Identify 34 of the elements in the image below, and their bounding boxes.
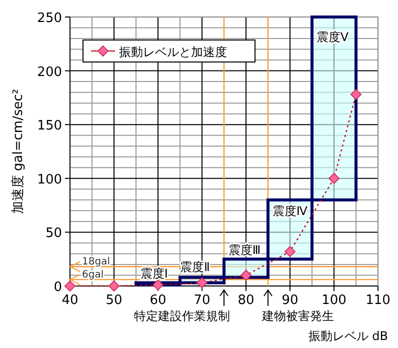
y-tick-label: 200 [37, 64, 62, 80]
ref-line-label: 建物被害発生 [261, 309, 334, 323]
annotation: 震度Ⅴ [316, 30, 350, 44]
x-tick-label: 110 [366, 293, 390, 308]
x-tick-label: 100 [322, 293, 346, 308]
y-tick-label: 150 [37, 118, 62, 134]
annotation: 震度Ⅳ [272, 204, 308, 218]
bar [222, 258, 270, 279]
point [108, 280, 120, 292]
x-tick-label: 70 [194, 293, 210, 308]
x-tick-label: 90 [282, 293, 298, 308]
point [328, 172, 340, 184]
y-axis-title: 加速度 gal=cm/sec² [10, 88, 26, 214]
point [152, 279, 164, 290]
x-tick-label: 60 [150, 293, 166, 308]
point [350, 88, 362, 100]
point [196, 277, 208, 288]
y-tick-label: 100 [37, 172, 62, 188]
x-tick-label: 50 [106, 293, 122, 308]
legend: 振動レベルと加速度 [82, 40, 256, 62]
y-tick-label: 250 [37, 11, 62, 26]
bar [310, 16, 358, 202]
x-tick-label: 40 [62, 293, 78, 308]
legend-label: 振動レベルと加速度 [119, 45, 227, 59]
y-tick-label: 0 [54, 280, 62, 295]
ref-line-label: 特定建設作業規制 [134, 309, 230, 323]
point [284, 246, 296, 258]
ref-line-label: 6gal [82, 270, 104, 281]
x-tick-label: 80 [238, 293, 254, 308]
point [64, 280, 76, 292]
y-tick-label: 50 [45, 226, 62, 242]
ref-line-label: 18gal [82, 256, 110, 268]
point [240, 270, 252, 281]
x-axis-title: 振動レベル dB [308, 329, 388, 343]
